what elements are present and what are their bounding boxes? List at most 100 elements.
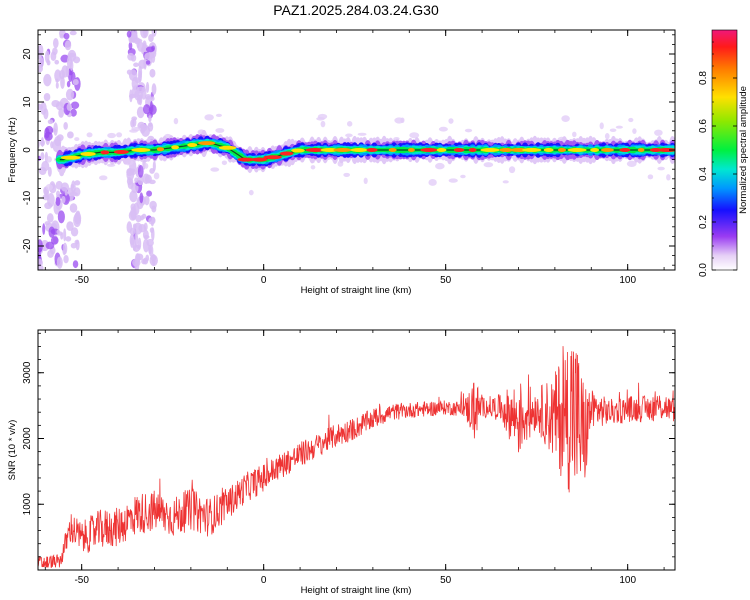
colorbar-tick-label: 0.8 bbox=[698, 71, 709, 85]
spectrogram-noise-blob bbox=[151, 227, 155, 242]
spectrogram-noise-blob bbox=[129, 234, 135, 246]
spectrogram-noise-blob bbox=[448, 178, 458, 183]
spectrogram-hotspot bbox=[187, 143, 198, 148]
spectrogram-noise-blob bbox=[65, 88, 75, 101]
colorbar-tick-label: 0.0 bbox=[698, 263, 709, 277]
spectrogram-noise-blob bbox=[146, 190, 153, 197]
spectrogram-noise-blob bbox=[320, 120, 326, 128]
spectrogram-noise-blob bbox=[221, 160, 228, 166]
spectrogram-noise-blob bbox=[44, 50, 50, 64]
spectrogram-noise-blob bbox=[74, 180, 81, 186]
spectrogram-noise-blob bbox=[50, 236, 59, 245]
spectrogram-y-tick-label: 20 bbox=[22, 48, 33, 60]
spectrogram-noise-blob bbox=[55, 78, 59, 83]
spectrogram-noise-blob bbox=[42, 194, 50, 201]
spectrogram-noise-blob bbox=[130, 203, 136, 211]
spectrogram-noise-blob bbox=[43, 92, 51, 102]
spectrogram-hotspot bbox=[156, 147, 165, 152]
spectrogram-noise-blob bbox=[72, 260, 79, 269]
snr-y-tick-label: 3000 bbox=[22, 361, 33, 384]
spectrogram-noise-blob bbox=[448, 118, 454, 124]
spectrogram-noise-blob bbox=[149, 101, 153, 115]
spectrogram-y-tick-label: -10 bbox=[22, 190, 33, 205]
spectrogram-noise-blob bbox=[75, 210, 80, 217]
spectrogram-noise-blob bbox=[400, 117, 405, 124]
spectrogram-noise-blob bbox=[55, 196, 61, 206]
spectrogram-y-tick-label: 0 bbox=[22, 147, 33, 153]
spectrogram-noise-blob bbox=[204, 114, 214, 121]
spectrogram-noise-blob bbox=[38, 247, 42, 253]
spectrogram-hotspot bbox=[198, 141, 216, 146]
spectrogram-noise-blob bbox=[99, 175, 108, 181]
spectrogram-noise-blob bbox=[133, 38, 143, 43]
spectrogram-hotspot bbox=[218, 145, 237, 150]
spectrogram-noise-blob bbox=[146, 238, 154, 247]
spectrogram-hotspot bbox=[436, 148, 447, 152]
spectrogram-noise-blob bbox=[40, 137, 45, 148]
spectrogram-noise-blob bbox=[40, 152, 45, 161]
spectrogram-noise-blob bbox=[599, 122, 604, 130]
spectrogram-hotspot bbox=[510, 148, 528, 152]
spectrogram-noise-blob bbox=[72, 78, 79, 86]
spectrogram-noise-blob bbox=[317, 113, 328, 120]
spectrogram-noise-blob bbox=[134, 177, 139, 183]
colorbar-gradient bbox=[711, 29, 738, 271]
spectrogram-noise-blob bbox=[55, 82, 59, 89]
spectrogram-noise-blob bbox=[215, 128, 225, 133]
spectrogram-noise-blob bbox=[137, 41, 145, 52]
spectrogram-noise-blob bbox=[67, 131, 74, 139]
colorbar-tick-label: 0.2 bbox=[698, 215, 709, 229]
spectrogram-noise-blob bbox=[43, 108, 49, 120]
spectrogram-noise-blob bbox=[145, 60, 151, 65]
spectrogram-noise-blob bbox=[47, 119, 54, 125]
spectrogram-noise-blob bbox=[67, 49, 77, 62]
spectrogram-y-label: Frequency (Hz) bbox=[7, 117, 18, 182]
spectrogram-noise-blob bbox=[139, 215, 145, 221]
spectrogram-noise-blob bbox=[69, 203, 78, 213]
spectrogram-noise-blob bbox=[143, 57, 147, 70]
spectrogram-noise-blob bbox=[43, 73, 52, 87]
spectrogram-hotspot bbox=[366, 148, 378, 152]
spectrogram-noise-blob bbox=[74, 239, 79, 245]
spectrogram-noise-blob bbox=[69, 191, 78, 197]
snr-x-tick-label: 0 bbox=[261, 575, 267, 586]
spectrogram-noise-blob bbox=[58, 108, 64, 118]
spectrogram-noise-blob bbox=[310, 165, 316, 170]
spectrogram-noise-blob bbox=[604, 133, 610, 140]
snr-y-label: SNR (10 * v/v) bbox=[7, 420, 18, 481]
spectrogram-noise-blob bbox=[61, 195, 66, 204]
spectrogram-noise-blob bbox=[63, 121, 68, 130]
spectrogram-noise-blob bbox=[632, 128, 637, 135]
spectrogram-hotspot bbox=[305, 148, 326, 152]
spectrogram-noise-blob bbox=[126, 221, 133, 233]
spectrogram-noise-blob bbox=[572, 131, 577, 138]
spectrogram-noise-blob bbox=[345, 133, 353, 138]
spectrogram-noise-blob bbox=[60, 75, 65, 89]
spectrogram-hotspot bbox=[320, 148, 339, 152]
spectrogram-noise-blob bbox=[69, 30, 77, 36]
spectrogram-noise-blob bbox=[56, 190, 61, 198]
spectrogram-noise-blob bbox=[66, 221, 74, 232]
spectrogram-noise-blob bbox=[151, 30, 157, 37]
spectrogram-noise-blob bbox=[74, 137, 80, 142]
spectrogram-noise-blob bbox=[46, 213, 54, 223]
spectrogram-noise-blob bbox=[148, 122, 153, 127]
spectrogram-noise-blob bbox=[62, 242, 68, 255]
spectrogram-hotspot bbox=[601, 148, 614, 152]
spectrogram-noise-blob bbox=[141, 86, 147, 100]
spectrogram-noise-blob bbox=[628, 117, 634, 123]
spectrogram-noise-blob bbox=[666, 174, 671, 181]
spectrogram-noise-blob bbox=[151, 83, 157, 96]
colorbar-tick-label: 0.4 bbox=[698, 167, 709, 181]
spectrogram-noise-blob bbox=[41, 160, 50, 172]
spectrogram-hotspot bbox=[567, 148, 587, 152]
spectrogram-hotspot bbox=[237, 157, 254, 162]
spectrogram-noise-blob bbox=[60, 182, 70, 192]
spectrogram-hotspot bbox=[468, 148, 477, 152]
spectrogram-noise-blob bbox=[66, 103, 72, 111]
spectrogram-hotspot bbox=[522, 148, 542, 152]
spectrogram-noise-blob bbox=[57, 210, 65, 224]
spectrogram-noise-blob bbox=[357, 132, 367, 136]
spectrogram-x-label: Height of straight line (km) bbox=[301, 285, 412, 296]
spectrogram-noise-blob bbox=[139, 192, 144, 204]
